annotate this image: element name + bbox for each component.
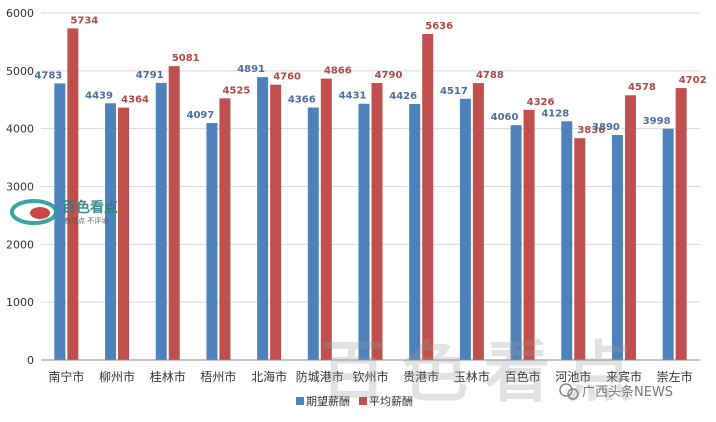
bar-expected <box>54 83 66 360</box>
data-label: 5081 <box>172 53 200 64</box>
wechat-icon-inner <box>567 388 579 400</box>
bar-average <box>320 78 332 360</box>
x-tick-label: 防城港市 <box>296 369 344 384</box>
data-label: 4439 <box>85 90 113 101</box>
data-labels: 4783 5734 4439 4364 4791 5081 4097 4525 4891 4760… <box>34 15 706 136</box>
y-tick-label: 1000 <box>6 296 34 309</box>
y-tick-label: 6000 <box>6 7 34 20</box>
gridlines <box>41 12 700 303</box>
y-axis-ticks: 0 1000 2000 3000 4000 5000 6000 <box>6 7 34 367</box>
legend-label-expected: 期望薪酬 <box>306 395 350 408</box>
bar-expected <box>409 104 421 360</box>
bar-expected <box>459 98 471 360</box>
wechat-icon <box>559 383 573 397</box>
y-tick-label: 0 <box>27 354 34 367</box>
logo-swoosh-icon <box>30 207 50 219</box>
bar-expected <box>105 103 117 360</box>
logo-subtext: 有看点 不评论 <box>64 216 108 225</box>
logo-text: 百色看点 <box>62 199 118 216</box>
large-watermark-text: 百色看点 <box>320 334 648 411</box>
data-label: 4702 <box>679 75 707 86</box>
data-label: 4525 <box>223 85 251 96</box>
data-label: 4326 <box>527 97 555 108</box>
data-label: 4366 <box>288 94 316 105</box>
data-label: 4578 <box>628 82 656 93</box>
x-tick-label: 梧州市 <box>200 369 236 384</box>
bar-average <box>422 34 434 361</box>
bar-average <box>523 109 535 360</box>
data-label: 4364 <box>121 95 149 106</box>
data-label: 4783 <box>34 70 62 81</box>
bar-average <box>67 28 79 360</box>
x-tick-label: 南宁市 <box>48 369 84 384</box>
bar-average <box>675 88 687 361</box>
legend-swatch-average <box>359 397 367 405</box>
bar-expected <box>510 125 522 361</box>
data-label: 4760 <box>273 72 301 83</box>
data-label: 5636 <box>425 21 453 32</box>
bar-average <box>371 82 383 360</box>
large-watermark: 百色看点 <box>320 334 648 411</box>
bar-average <box>472 83 484 361</box>
data-label: 4431 <box>339 91 367 102</box>
y-tick-label: 5000 <box>6 65 34 78</box>
data-label: 4097 <box>187 110 215 121</box>
bar-average <box>574 138 586 360</box>
data-label: 4788 <box>476 70 504 81</box>
bar-average <box>168 66 180 360</box>
x-tick-label: 桂林市 <box>150 369 186 384</box>
x-tick-label: 玉林市 <box>454 369 490 384</box>
x-axis-ticks: 南宁市 柳州市 桂林市 梧州市 北海市 防城港市 钦州市 贵港市 玉林市 百色市 河池市 来宾市 崇左市 <box>48 369 692 384</box>
data-label: 3998 <box>643 116 671 127</box>
data-label: 5734 <box>70 15 98 26</box>
data-label: 4060 <box>491 112 519 123</box>
x-tick-label: 贵港市 <box>403 369 439 384</box>
logo-watermark: 百色看点 有看点 不评论 <box>10 199 118 225</box>
data-label: 4791 <box>136 70 164 81</box>
bar-average <box>219 98 231 360</box>
data-label: 4790 <box>375 70 403 81</box>
bar-average <box>624 95 636 360</box>
data-label: 4866 <box>324 66 352 77</box>
data-label: 4128 <box>541 108 569 119</box>
legend-label-average: 平均薪酬 <box>369 395 413 408</box>
x-tick-label: 北海市 <box>251 369 287 384</box>
source-text: 广西头条NEWS <box>582 384 673 400</box>
data-label: 3836 <box>577 125 605 136</box>
y-tick-label: 4000 <box>6 123 34 136</box>
y-tick-label: 2000 <box>6 238 34 251</box>
bar-expected <box>257 77 269 360</box>
data-label: 4891 <box>237 64 265 75</box>
legend: 期望薪酬 平均薪酬 <box>296 395 413 408</box>
bar-expected <box>358 103 370 360</box>
bar-expected <box>611 135 623 360</box>
legend-swatch-expected <box>296 397 304 405</box>
data-label: 3890 <box>592 122 620 133</box>
x-tick-label: 来宾市 <box>606 369 642 384</box>
y-tick-label: 3000 <box>6 181 34 194</box>
bar-expected <box>662 128 674 360</box>
bar-average <box>118 107 130 361</box>
bar-expected <box>206 123 218 361</box>
x-tick-label: 钦州市 <box>352 369 388 384</box>
x-tick-label: 柳州市 <box>99 369 135 384</box>
bar-expected <box>307 107 319 360</box>
bar-average <box>270 84 282 361</box>
x-tick-label: 河池市 <box>555 369 591 384</box>
logo-mark-icon <box>10 199 58 225</box>
data-label: 4426 <box>389 91 417 102</box>
bar-expected <box>561 121 573 360</box>
data-label: 4517 <box>440 86 468 97</box>
bar-expected <box>155 82 167 360</box>
source-watermark: 广西头条NEWS <box>559 383 673 400</box>
bars <box>54 28 687 361</box>
x-tick-label: 崇左市 <box>657 369 693 384</box>
x-tick-label: 百色市 <box>505 369 541 384</box>
